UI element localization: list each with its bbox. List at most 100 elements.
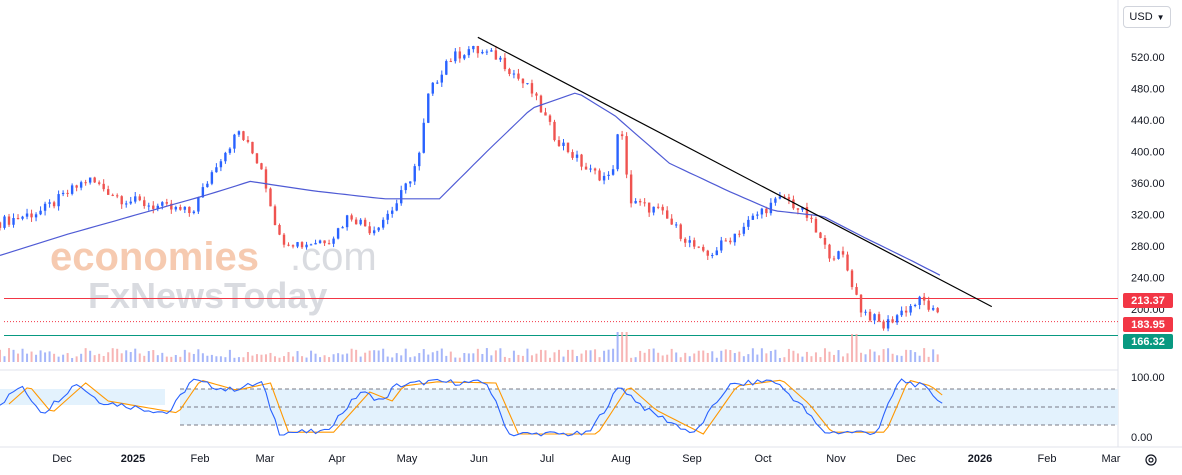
candle (616, 133, 619, 172)
candle (584, 162, 588, 170)
candle (454, 48, 457, 64)
volume-bar (436, 350, 439, 362)
price-tick-label: 440.00 (1131, 115, 1165, 127)
currency-selector[interactable]: USD ▼ (1123, 6, 1171, 28)
watermark-line1: economies (50, 235, 259, 279)
candle (837, 250, 840, 260)
candle (305, 241, 308, 250)
candle (278, 223, 281, 236)
volume-bar (738, 351, 741, 362)
volume-bar (314, 353, 317, 362)
candle (787, 193, 791, 205)
gear-icon[interactable] (1141, 450, 1161, 470)
volume-bar (535, 353, 538, 362)
candle (638, 198, 642, 206)
volume-bar (422, 349, 425, 362)
volume-bar (832, 354, 835, 362)
volume-bar (346, 353, 349, 362)
candle (850, 269, 854, 290)
time-tick-label: May (397, 453, 418, 465)
volume-bar (413, 356, 416, 362)
candle (111, 193, 114, 197)
volume-bar (932, 349, 935, 362)
volume-bar (666, 354, 669, 362)
volume-bar (0, 349, 1, 362)
candle (3, 214, 6, 230)
candle (413, 163, 416, 185)
volume-bar (499, 348, 502, 362)
candle (665, 206, 669, 219)
time-tick-label: Dec (52, 453, 72, 465)
volume-bar (418, 353, 421, 362)
candle (296, 241, 299, 249)
candle (873, 313, 876, 325)
volume-bar (842, 356, 845, 362)
volume-bar (711, 351, 714, 362)
candle (458, 46, 462, 63)
volume-bar (454, 357, 457, 362)
volume-bar (796, 353, 799, 362)
volume-bar (467, 353, 470, 362)
candle (521, 78, 525, 89)
stoch-tick-label: 100.00 (1131, 372, 1165, 384)
price-tick-label: 280.00 (1131, 241, 1165, 253)
candle (354, 217, 358, 225)
candle (61, 190, 65, 197)
candle (269, 187, 272, 207)
candle (918, 295, 921, 310)
volume-bar (138, 353, 141, 362)
candle (372, 226, 376, 236)
candle (476, 45, 480, 58)
volume-bar (219, 356, 222, 362)
candle (143, 196, 146, 209)
volume-bar (503, 356, 506, 362)
volume-bar (805, 351, 808, 362)
volume-bar (742, 356, 745, 362)
candle (300, 241, 304, 250)
candle (634, 198, 637, 204)
volume-bar (621, 332, 624, 362)
candle (494, 45, 498, 60)
candle (886, 315, 890, 332)
candle (120, 195, 123, 209)
price-tick-label: 240.00 (1131, 273, 1165, 285)
volume-bar (472, 353, 475, 362)
volume-bar (273, 356, 276, 362)
candle (350, 213, 353, 222)
time-tick-label: 2025 (121, 453, 145, 465)
candle (138, 194, 141, 202)
candle (602, 172, 606, 185)
volume-bar (530, 355, 533, 362)
volume-bar (292, 356, 295, 362)
trendline (477, 36, 993, 308)
candle (363, 217, 367, 227)
candle (467, 46, 471, 58)
volume-bar (373, 350, 376, 362)
price-tag-last: 183.95 (1123, 317, 1173, 332)
candle (215, 163, 218, 173)
candle (404, 182, 407, 194)
volume-bar (508, 357, 511, 362)
volume-bar (756, 354, 759, 362)
volume-bar (558, 349, 560, 362)
candle (287, 242, 290, 247)
volume-bar (819, 357, 822, 362)
candle (16, 214, 20, 220)
volume-bar (661, 355, 664, 362)
candle (260, 162, 263, 170)
volume-bar (810, 356, 813, 362)
volume-bar (887, 348, 890, 362)
volume-bar (652, 348, 655, 362)
candle (0, 221, 2, 231)
volume-bar (878, 355, 881, 362)
volume-bar (580, 353, 583, 362)
currency-label: USD (1129, 11, 1153, 23)
candle (463, 54, 466, 61)
volume-bar (75, 356, 78, 362)
candle (183, 206, 187, 214)
volume-bar (778, 357, 781, 362)
volume-bar (440, 348, 443, 362)
volume-bar (21, 348, 24, 362)
volume-bar (783, 357, 786, 362)
